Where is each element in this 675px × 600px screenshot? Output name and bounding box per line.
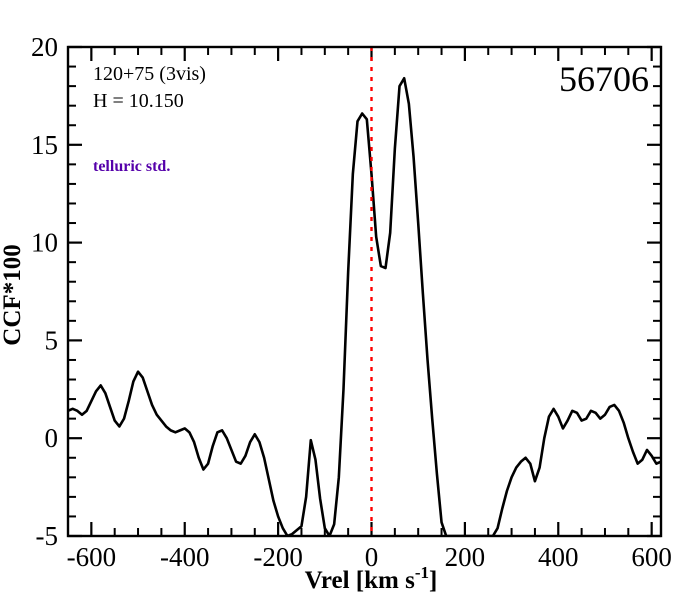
y-tick-label: 10	[31, 228, 58, 258]
x-tick-label: 400	[538, 542, 579, 572]
y-tick-label: 0	[45, 423, 59, 453]
x-tick-label: 200	[445, 542, 486, 572]
annotation-magnitude: H = 10.150	[93, 90, 184, 112]
ccf-data-curve	[68, 77, 661, 536]
annotation-telluric-std: telluric std.	[93, 158, 170, 175]
y-tick-label: 15	[31, 130, 58, 160]
y-tick-label: -5	[36, 521, 59, 551]
y-axis-title: CCF*100	[0, 244, 26, 345]
y-tick-label: 5	[45, 325, 59, 355]
x-axis-title: Vrel [km s-1]	[305, 563, 438, 594]
ccf-curve-group	[68, 77, 661, 536]
x-tick-label: 0	[365, 542, 379, 572]
major-tick-marks	[68, 45, 661, 538]
x-tick-label: -400	[160, 542, 210, 572]
minor-tick-marks	[67, 47, 661, 536]
y-axis-tick-labels: -5 0 5 10 15 20	[31, 32, 58, 551]
x-tick-label: -600	[67, 542, 117, 572]
plot-frame-box	[66, 45, 663, 538]
mjd-label: 56706	[559, 59, 649, 99]
y-tick-label: 20	[31, 32, 58, 62]
annotation-target: 120+75 (3vis)	[93, 63, 206, 85]
x-tick-label: 600	[631, 542, 672, 572]
x-tick-label: -200	[253, 542, 303, 572]
x-axis-tick-labels: -600 -400 -200 0 200 400 600	[67, 542, 672, 572]
